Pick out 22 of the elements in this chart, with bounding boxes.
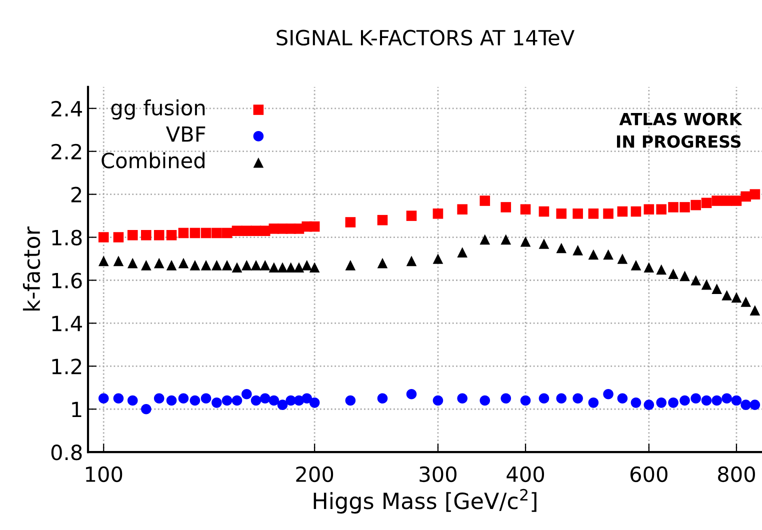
chart-title: SIGNAL K-FACTORS AT 14TeV — [276, 30, 574, 46]
y-tick-label: 1.8 — [52, 230, 82, 246]
legend-label: VBF — [166, 126, 206, 142]
y-tick-label: 2.4 — [52, 100, 82, 116]
x-tick-label: 200 — [296, 466, 334, 482]
x-tick-label: 400 — [506, 466, 544, 482]
y-tick-label: 2 — [71, 186, 82, 202]
x-axis-title: Higgs Mass [GeV/c$^{2}$] — [314, 488, 536, 514]
y-axis-title: k-factor — [22, 226, 40, 310]
legend-label: gg fusion — [111, 99, 205, 120]
y-tick-label: 1.6 — [52, 272, 82, 288]
annotation: ATLAS WORK IN PROGRESS — [616, 112, 742, 148]
x-tick-label: 600 — [630, 466, 668, 482]
y-tick-label: 1.4 — [52, 316, 82, 332]
y-tick-label: 1 — [72, 402, 82, 418]
y-tick-label: 0.8 — [51, 444, 82, 460]
y-tick-label: 2.2 — [52, 144, 82, 160]
legend-label: Combined — [102, 152, 204, 168]
x-tick-label: 300 — [420, 466, 456, 482]
x-tick-label: 100 — [86, 466, 122, 482]
y-tick-label: 1.2 — [52, 358, 82, 374]
x-tick-label: 800 — [718, 466, 755, 482]
